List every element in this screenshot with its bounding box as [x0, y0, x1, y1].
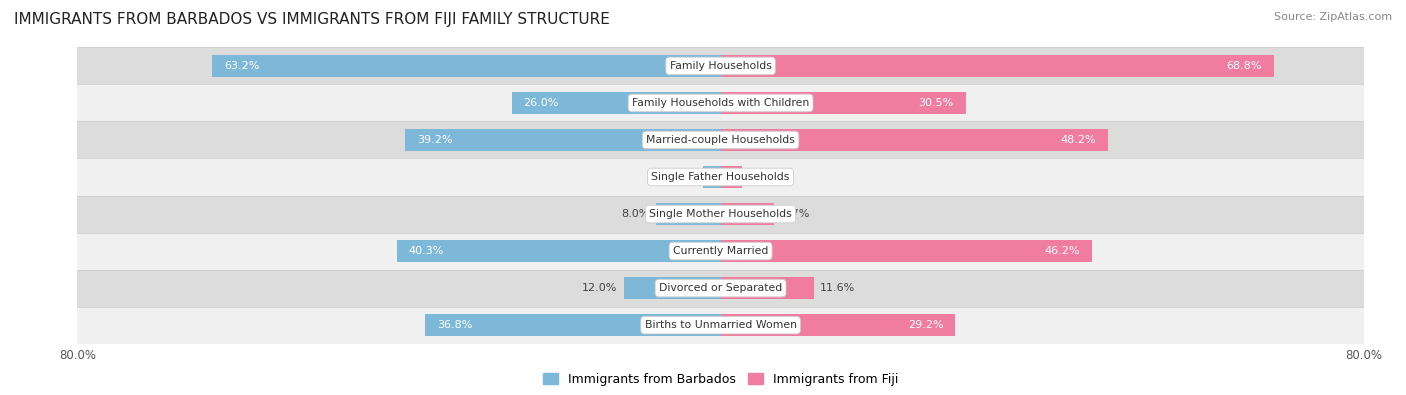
Bar	[721, 55, 1274, 77]
Bar	[721, 240, 1092, 262]
Text: Single Father Households: Single Father Households	[651, 172, 790, 182]
Bar	[657, 203, 721, 225]
Text: 48.2%: 48.2%	[1060, 135, 1097, 145]
Text: 6.7%: 6.7%	[780, 209, 810, 219]
Bar	[721, 92, 966, 114]
Text: 29.2%: 29.2%	[908, 320, 943, 330]
Bar	[77, 47, 1364, 85]
Bar	[721, 277, 814, 299]
Legend: Immigrants from Barbados, Immigrants from Fiji: Immigrants from Barbados, Immigrants fro…	[537, 368, 904, 391]
Bar	[425, 314, 721, 336]
Text: 2.7%: 2.7%	[749, 172, 778, 182]
Text: 8.0%: 8.0%	[621, 209, 650, 219]
Text: IMMIGRANTS FROM BARBADOS VS IMMIGRANTS FROM FIJI FAMILY STRUCTURE: IMMIGRANTS FROM BARBADOS VS IMMIGRANTS F…	[14, 12, 610, 27]
Bar	[721, 166, 742, 188]
Bar	[77, 85, 1364, 121]
Bar	[212, 55, 721, 77]
Bar	[703, 166, 721, 188]
Text: 40.3%: 40.3%	[409, 246, 444, 256]
Text: Divorced or Separated: Divorced or Separated	[659, 283, 782, 293]
Bar	[624, 277, 721, 299]
Text: 12.0%: 12.0%	[582, 283, 617, 293]
Bar	[512, 92, 721, 114]
Text: Currently Married: Currently Married	[673, 246, 768, 256]
Text: 36.8%: 36.8%	[437, 320, 472, 330]
Text: 68.8%: 68.8%	[1226, 61, 1261, 71]
Bar	[77, 196, 1364, 233]
Bar	[396, 240, 721, 262]
Text: Single Mother Households: Single Mother Households	[650, 209, 792, 219]
Bar	[77, 307, 1364, 344]
Text: Family Households with Children: Family Households with Children	[631, 98, 810, 108]
Text: 46.2%: 46.2%	[1045, 246, 1080, 256]
Text: 26.0%: 26.0%	[523, 98, 560, 108]
Text: Births to Unmarried Women: Births to Unmarried Women	[644, 320, 797, 330]
Bar	[77, 158, 1364, 196]
Text: 63.2%: 63.2%	[225, 61, 260, 71]
Bar	[721, 203, 775, 225]
Bar	[721, 129, 1108, 151]
Bar	[721, 314, 955, 336]
Text: Source: ZipAtlas.com: Source: ZipAtlas.com	[1274, 12, 1392, 22]
Text: 2.2%: 2.2%	[668, 172, 696, 182]
Text: Family Households: Family Households	[669, 61, 772, 71]
Text: 11.6%: 11.6%	[820, 283, 855, 293]
Bar	[405, 129, 721, 151]
Bar	[77, 233, 1364, 269]
Text: Married-couple Households: Married-couple Households	[647, 135, 794, 145]
Text: 39.2%: 39.2%	[418, 135, 453, 145]
Bar	[77, 269, 1364, 307]
Bar	[77, 121, 1364, 158]
Text: 30.5%: 30.5%	[918, 98, 953, 108]
